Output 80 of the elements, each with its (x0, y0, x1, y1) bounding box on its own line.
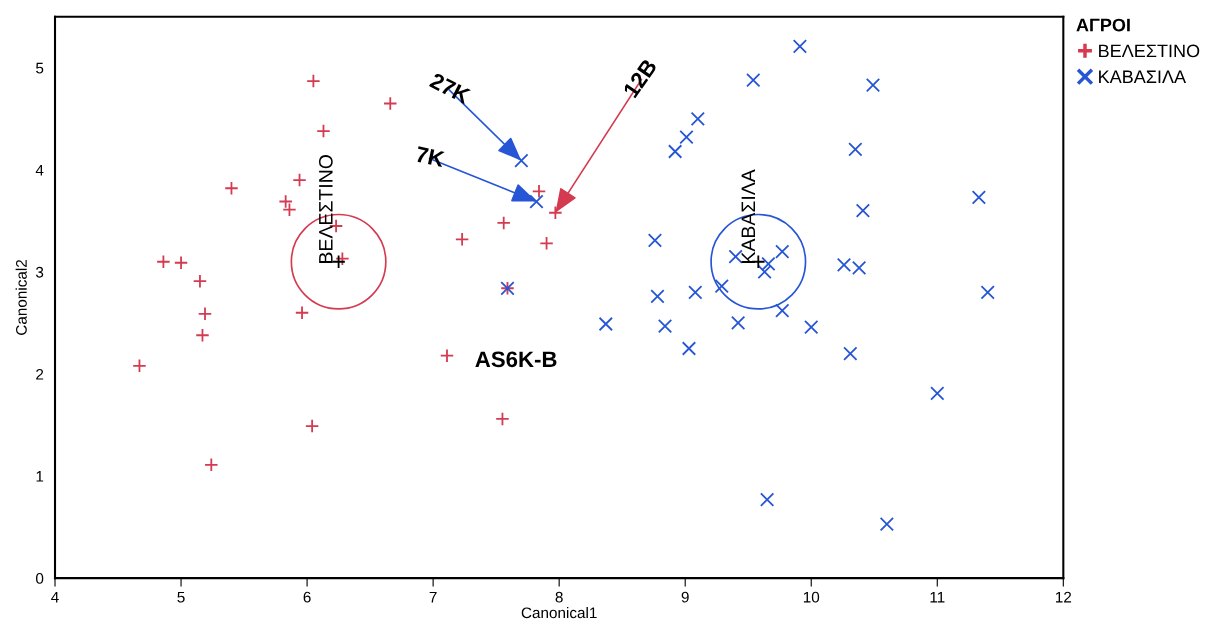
point (836, 257, 852, 272)
legend-title: ΑΓΡΟΙ (1076, 18, 1130, 32)
point (306, 73, 321, 89)
point (278, 194, 293, 209)
point (156, 254, 171, 269)
annotation: 7K (415, 146, 446, 167)
point (761, 256, 776, 271)
x-tick-label: 5 (177, 591, 185, 603)
point (292, 172, 307, 188)
point (197, 306, 213, 321)
point (192, 273, 208, 289)
x-tick-label: 7 (429, 591, 437, 603)
point (714, 279, 729, 294)
point (496, 215, 511, 231)
x-axis-title: Canonical1 (521, 606, 597, 619)
x-tick-label: 10 (803, 591, 820, 603)
y-tick-label: 1 (36, 471, 44, 482)
annotation: 27K (429, 72, 472, 105)
y-axis-title: Canonical2 (15, 260, 27, 335)
y-tick-label: 3 (35, 266, 44, 278)
point (792, 39, 808, 54)
point (316, 123, 331, 139)
x-tick-label: 6 (303, 591, 311, 603)
point (173, 255, 189, 270)
point (335, 251, 350, 266)
point (514, 153, 529, 168)
point (879, 516, 895, 532)
point (855, 203, 871, 218)
point (843, 346, 858, 361)
x-tick-label: 9 (681, 591, 689, 603)
point (224, 181, 239, 196)
legend-label: ΚΑΒΑΣΙΛΑ (1099, 70, 1187, 83)
point (757, 264, 772, 280)
point (679, 130, 694, 145)
point (304, 418, 320, 434)
point (688, 285, 703, 300)
point (690, 111, 705, 126)
point (650, 289, 665, 304)
point (667, 144, 683, 159)
point (865, 77, 881, 93)
point (282, 202, 297, 217)
x-tick-label: 4 (51, 591, 59, 603)
point (775, 303, 790, 318)
point (439, 348, 455, 363)
point (730, 315, 746, 331)
x-tick-label: 8 (555, 591, 563, 603)
point (529, 194, 544, 209)
annotation: ΚΑΒΑΣΙΛΑ (741, 169, 755, 263)
annotation: ΒΕΛΕΣΤΙΝΟ (318, 155, 333, 263)
point (548, 205, 563, 220)
point (804, 319, 819, 335)
point (775, 244, 790, 259)
point (746, 72, 761, 88)
point (294, 305, 310, 320)
point (851, 260, 867, 276)
y-tick-label: 4 (35, 164, 44, 176)
point (195, 328, 210, 343)
point (539, 236, 554, 251)
point (132, 358, 147, 374)
point (759, 492, 775, 507)
y-tick-label: 2 (36, 368, 44, 380)
point (681, 341, 697, 356)
point (930, 386, 945, 401)
point (495, 411, 510, 427)
x-tick-label: 11 (930, 591, 945, 603)
point (980, 285, 995, 300)
point (204, 457, 219, 473)
point (383, 96, 398, 111)
point (531, 184, 547, 199)
x-tick-label: 12 (1055, 591, 1072, 603)
y-tick-label: 5 (36, 62, 44, 74)
annotation: AS6K-B (475, 351, 557, 368)
point (454, 232, 470, 247)
y-tick-label: 0 (36, 573, 44, 584)
point (848, 142, 863, 157)
point (657, 318, 673, 334)
point (647, 233, 663, 248)
point (598, 316, 613, 332)
legend-label: ΒΕΛΕΣΤΙΝΟ (1099, 44, 1200, 58)
point (971, 190, 987, 205)
